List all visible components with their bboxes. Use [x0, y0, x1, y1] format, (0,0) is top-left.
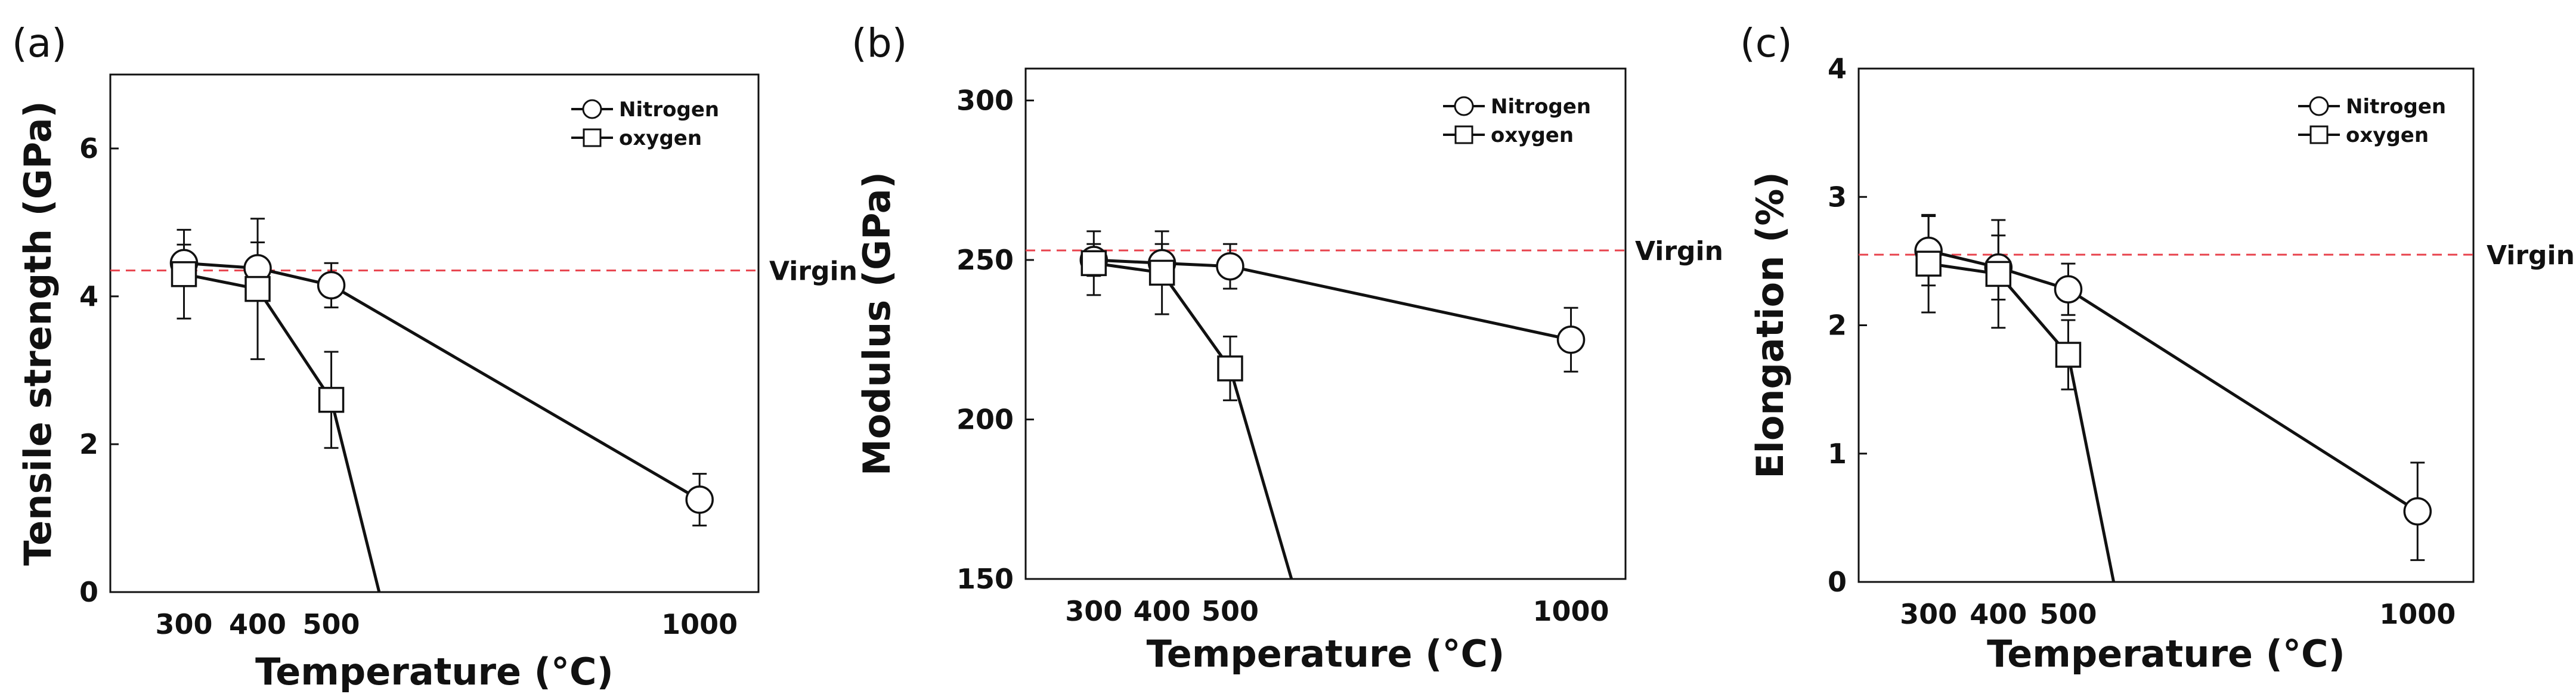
x-tick-label: 300	[1900, 598, 1957, 630]
x-tick-label: 400	[229, 608, 286, 640]
legend-marker-circle	[1454, 96, 1474, 116]
y-axis-title: Elongation (%)	[1748, 172, 1792, 479]
legend-marker-square	[583, 128, 602, 147]
plot-area	[169, 218, 714, 592]
plot-area	[1914, 213, 2432, 582]
x-tick-label: 1000	[2379, 598, 2456, 630]
reference-line-label: Virgin	[769, 256, 857, 287]
legend-label: oxygen	[1491, 123, 1574, 147]
x-tick-label: 300	[1065, 595, 1122, 627]
series-line-oxygen	[1093, 261, 1293, 579]
y-tick-label: 2	[79, 428, 98, 460]
x-tick-label: 400	[1134, 595, 1191, 627]
x-axis-title: Temperature (°C)	[1987, 632, 2345, 676]
data-point-nitrogen	[1216, 252, 1244, 281]
y-axis-title: Modulus (GPa)	[855, 172, 899, 476]
x-tick-label: 300	[156, 608, 213, 640]
legend-label: oxygen	[2346, 123, 2429, 147]
y-tick-label: 300	[956, 85, 1014, 117]
data-point-oxygen	[1148, 259, 1175, 286]
panel-label: (b)	[852, 20, 907, 66]
legend-marker-square	[2309, 125, 2329, 144]
series-line-nitrogen	[184, 261, 701, 501]
legend-marker-square	[1454, 125, 1473, 144]
legend-marker-circle	[2309, 96, 2329, 116]
y-tick-label: 1	[1828, 438, 1847, 470]
data-point-oxygen	[1985, 261, 2012, 287]
y-tick-label: 200	[956, 404, 1014, 436]
data-point-oxygen	[1915, 250, 1942, 277]
y-tick-label: 0	[1828, 566, 1847, 598]
data-point-nitrogen	[685, 485, 714, 514]
y-tick-label: 4	[79, 280, 98, 312]
plot-frame	[109, 73, 760, 593]
legend: Nitrogen oxygen	[571, 98, 719, 150]
x-tick-label: 500	[1202, 595, 1259, 627]
legend-label: Nitrogen	[619, 98, 719, 122]
x-tick-label: 400	[1970, 598, 2027, 630]
chart-panel-3: (c) 0 1 2 3 4 300 400 500 1000 Temperature (°C) Elo…	[1740, 20, 2575, 676]
x-axis-title: Temperature (°C)	[1147, 632, 1505, 676]
reference-line-label: Virgin	[1635, 236, 1723, 267]
series-line-oxygen	[1928, 262, 2116, 582]
data-point-oxygen	[1080, 250, 1107, 277]
plot-area	[1079, 230, 1586, 579]
y-tick-label: 2	[1828, 309, 1847, 342]
panel-label: (c)	[1740, 20, 1792, 66]
legend: Nitrogen oxygen	[2298, 95, 2446, 147]
x-tick-label: 1000	[661, 608, 738, 640]
data-point-nitrogen	[317, 271, 346, 300]
data-point-oxygen	[1217, 355, 1243, 382]
data-point-nitrogen	[2403, 497, 2432, 526]
chart-panel-2: (b) 150 200 250 300 300 400 500 1000 Temperature …	[852, 20, 1723, 676]
data-point-oxygen	[171, 261, 197, 287]
plot-frame	[1024, 67, 1627, 580]
y-tick-label: 3	[1828, 181, 1847, 213]
y-tick-label: 4	[1828, 52, 1847, 85]
series-line-nitrogen	[1928, 249, 2419, 513]
series-line-nitrogen	[1094, 258, 1572, 342]
y-axis-title: Tensile strength (GPa)	[16, 101, 60, 566]
x-axis-title: Temperature (°C)	[255, 650, 614, 693]
y-tick-label: 250	[956, 244, 1014, 276]
data-point-oxygen	[2055, 342, 2082, 368]
legend-marker-circle	[582, 99, 602, 119]
legend-label: Nitrogen	[1491, 95, 1591, 119]
x-tick-label: 1000	[1533, 595, 1609, 627]
x-tick-label: 500	[2039, 598, 2097, 630]
x-tick-label: 500	[303, 608, 360, 640]
legend-label: oxygen	[619, 126, 702, 150]
y-tick-label: 6	[79, 132, 98, 165]
reference-line-label: Virgin	[2487, 240, 2575, 271]
legend: Nitrogen oxygen	[1443, 95, 1591, 147]
data-point-oxygen	[244, 275, 271, 302]
chart-panel-1: (a) 0 2 4 6 300 400 500 1000 Temperature (°C) Tens…	[12, 20, 857, 693]
y-tick-label: 150	[956, 563, 1014, 595]
y-tick-label: 0	[79, 576, 98, 608]
data-point-nitrogen	[1556, 326, 1586, 354]
data-point-oxygen	[318, 386, 345, 413]
legend-label: Nitrogen	[2346, 95, 2446, 119]
series-line-oxygen	[184, 272, 381, 592]
panel-label: (a)	[12, 20, 67, 66]
data-point-nitrogen	[2054, 275, 2083, 303]
